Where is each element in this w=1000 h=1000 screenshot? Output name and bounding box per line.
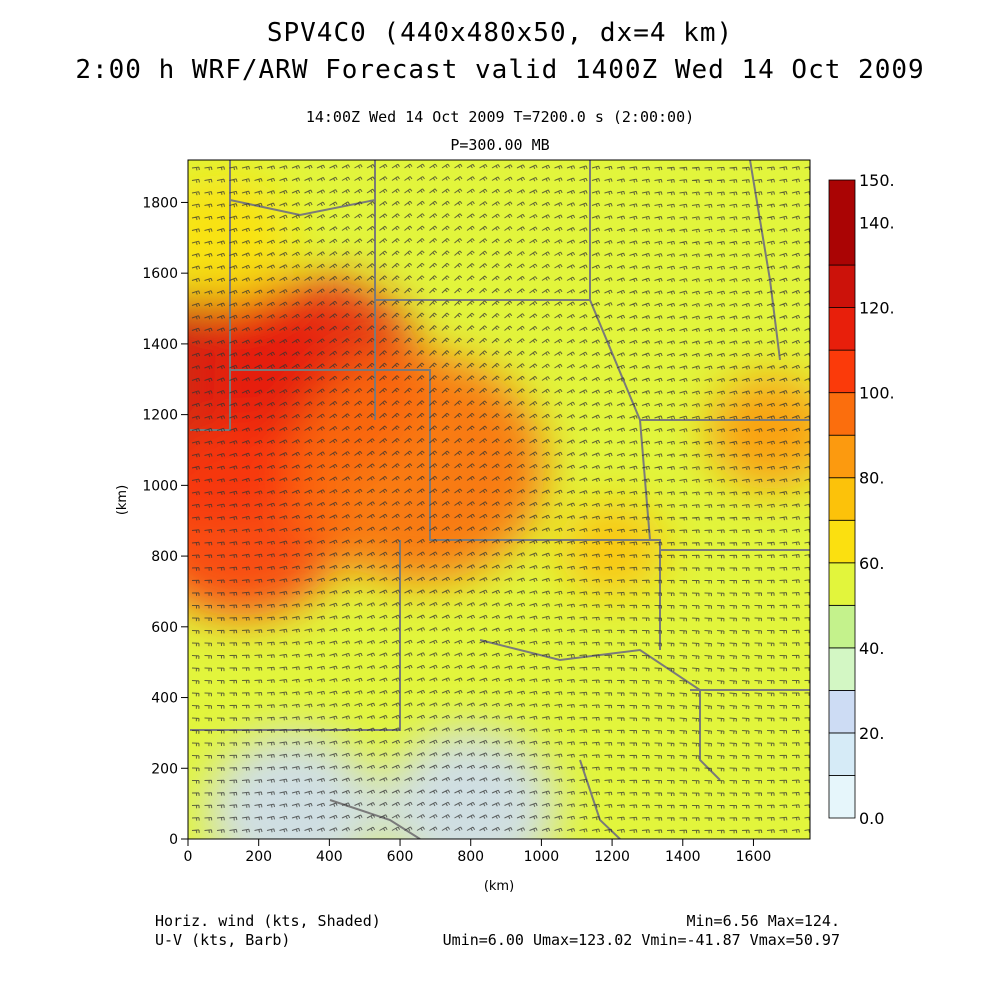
x-tick-label: 0 bbox=[184, 849, 193, 865]
colorbar-swatch bbox=[828, 604, 856, 649]
shaded-field-label: Horiz. wind (kts, Shaded) bbox=[155, 912, 381, 930]
valid-time-subtitle: 14:00Z Wed 14 Oct 2009 T=7200.0 s (2:00:… bbox=[305, 108, 695, 126]
x-tick-label: 200 bbox=[245, 849, 272, 865]
wind-speed-region bbox=[382, 727, 560, 839]
colorbar: 150. 140. 120. 100. 80. 60. 40. 20. 0.0 bbox=[828, 171, 895, 828]
x-axis: 0 200 400 600 800 1000 1200 1400 1600 bbox=[184, 839, 772, 865]
y-tick-label: 1800 bbox=[142, 195, 178, 211]
colorbar-label: 80. bbox=[859, 469, 884, 488]
colorbar-label: 40. bbox=[859, 639, 884, 658]
state-border-line bbox=[230, 369, 661, 650]
x-tick-label: 800 bbox=[457, 849, 484, 865]
colorbar-label: 60. bbox=[859, 554, 884, 573]
state-border-line bbox=[329, 799, 421, 839]
y-tick-label: 200 bbox=[151, 761, 178, 777]
colorbar-swatch bbox=[828, 264, 856, 309]
colorbar-swatch bbox=[828, 307, 856, 351]
colorbar-swatch bbox=[828, 477, 856, 521]
x-tick-label: 400 bbox=[316, 849, 343, 865]
colorbar-label: 120. bbox=[859, 299, 895, 318]
chart-title: SPV4C0 (440x480x50, dx=4 km) bbox=[266, 18, 734, 48]
colorbar-swatch bbox=[828, 775, 856, 819]
wind-barbs bbox=[191, 163, 810, 834]
barb-glyphs bbox=[191, 163, 810, 834]
x-tick-label: 1200 bbox=[594, 849, 630, 865]
state-border-line bbox=[374, 160, 591, 301]
y-tick-label: 1000 bbox=[142, 478, 178, 494]
x-tick-label: 600 bbox=[387, 849, 414, 865]
colorbar-swatch bbox=[828, 562, 856, 606]
colorbar-label: 140. bbox=[859, 214, 895, 233]
state-border-line bbox=[229, 199, 376, 217]
y-tick-label: 1200 bbox=[142, 408, 178, 424]
y-tick-label: 1600 bbox=[142, 266, 178, 282]
colorbar-swatch bbox=[828, 519, 856, 564]
y-tick-label: 0 bbox=[169, 832, 178, 848]
plot-frame bbox=[187, 159, 811, 840]
wind-speed-region bbox=[205, 731, 383, 839]
colorbar-swatch bbox=[828, 179, 856, 266]
colorbar-label: 20. bbox=[859, 724, 884, 743]
y-tick-label: 1400 bbox=[142, 337, 178, 353]
min-max-stats: Min=6.56 Max=124. bbox=[686, 912, 840, 930]
y-axis-label: (km) bbox=[115, 485, 130, 515]
colorbar-swatch bbox=[828, 349, 856, 394]
x-tick-label: 1000 bbox=[524, 849, 560, 865]
colorbar-label: 0.0 bbox=[859, 809, 884, 828]
y-tick-label: 600 bbox=[151, 620, 178, 636]
y-axis: 0 200 400 600 800 1000 1200 1400 1600 1800 bbox=[142, 195, 188, 848]
barb-field-label: U-V (kts, Barb) bbox=[155, 931, 291, 949]
chart-title-forecast: 2:00 h WRF/ARW Forecast valid 1400Z Wed … bbox=[75, 55, 925, 85]
y-tick-label: 800 bbox=[151, 549, 178, 565]
pressure-level-subtitle: P=300.00 MB bbox=[450, 136, 550, 154]
y-tick-label: 400 bbox=[151, 691, 178, 707]
x-tick-label: 1400 bbox=[665, 849, 701, 865]
colorbar-label: 150. bbox=[859, 171, 895, 190]
colorbar-swatch bbox=[828, 434, 856, 479]
wind-speed-region bbox=[188, 174, 295, 302]
colorbar-swatch bbox=[828, 392, 856, 436]
x-axis-label: (km) bbox=[484, 879, 514, 894]
colorbar-swatch bbox=[828, 690, 856, 734]
colorbar-swatch bbox=[828, 647, 856, 691]
wind-speed-region bbox=[559, 501, 666, 597]
x-tick-label: 1600 bbox=[736, 849, 772, 865]
colorbar-label: 100. bbox=[859, 384, 895, 403]
uv-stats: Umin=6.00 Umax=123.02 Vmin=-41.87 Vmax=5… bbox=[442, 931, 840, 949]
plot-area bbox=[187, 159, 811, 840]
colorbar-swatch bbox=[828, 732, 856, 776]
